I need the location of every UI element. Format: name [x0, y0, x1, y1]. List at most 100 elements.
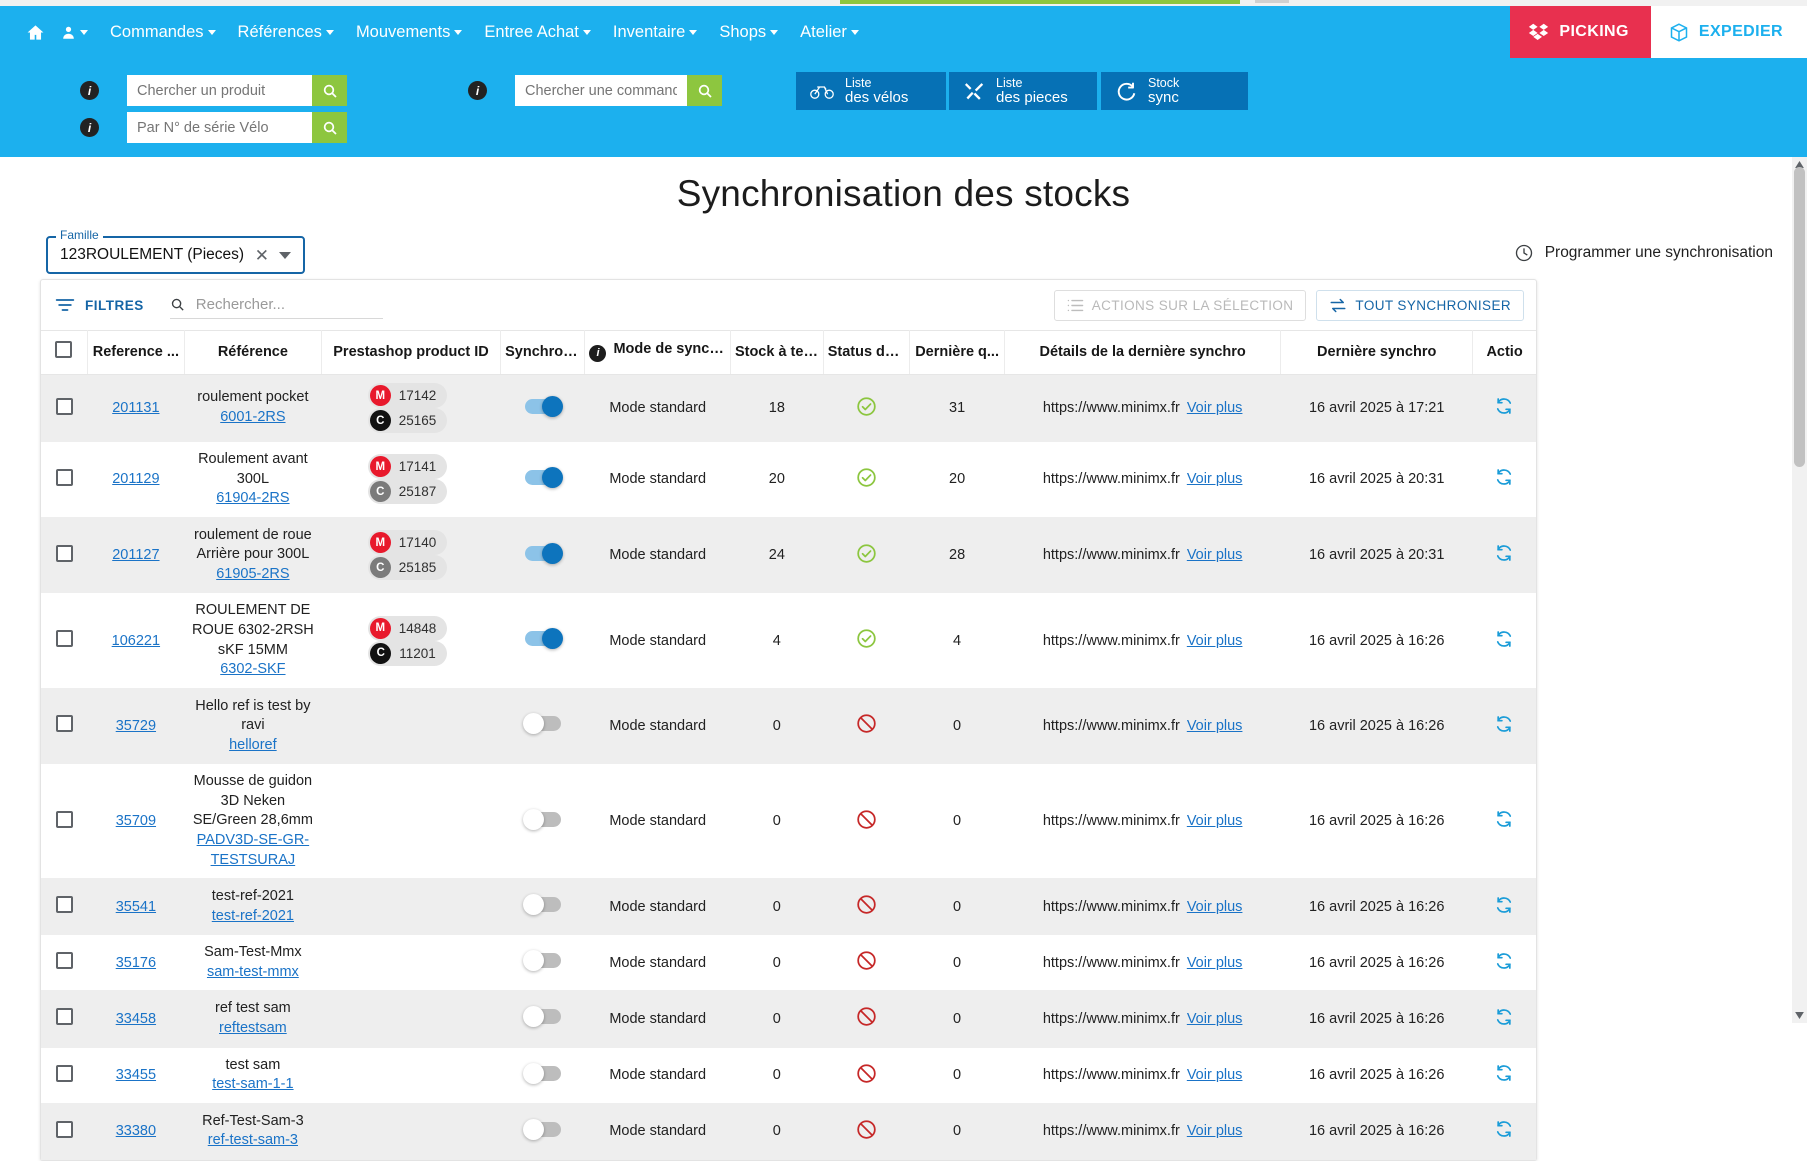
- synchro-active-toggle[interactable]: [524, 395, 563, 417]
- sync-all-button[interactable]: TOUT SYNCHRONISER: [1316, 289, 1524, 321]
- col-synchro-active[interactable]: Synchro ac...: [500, 330, 586, 375]
- table-row[interactable]: 201127 roulement de roue Arrière pour 300…: [41, 517, 1536, 594]
- voir-plus-link[interactable]: Voir plus: [1186, 954, 1243, 971]
- chip-prestashop-c[interactable]: C 25165: [367, 408, 448, 433]
- table-row[interactable]: 33458 ref test sam reftestsam Mode standard…: [41, 990, 1536, 1048]
- reference-id-link[interactable]: 33380: [115, 1123, 157, 1140]
- row-sync-button[interactable]: [1494, 545, 1514, 567]
- order-search-input[interactable]: [515, 75, 687, 106]
- picking-button[interactable]: PICKING: [1510, 6, 1651, 58]
- synchro-active-toggle[interactable]: [522, 1118, 561, 1140]
- info-icon[interactable]: i: [80, 81, 99, 100]
- table-search-input[interactable]: [193, 295, 383, 314]
- col-status[interactable]: Status de l...: [823, 330, 911, 375]
- nav-item-references[interactable]: Références: [238, 23, 334, 42]
- order-search-button[interactable]: [687, 75, 722, 106]
- row-sync-button[interactable]: [1494, 952, 1514, 975]
- scrollbar-thumb[interactable]: [1794, 167, 1805, 467]
- home-icon[interactable]: [26, 23, 45, 42]
- voir-plus-link[interactable]: Voir plus: [1186, 1123, 1243, 1140]
- col-reference[interactable]: Référence: [184, 330, 322, 375]
- synchro-active-toggle[interactable]: [522, 713, 561, 735]
- row-checkbox[interactable]: [55, 630, 73, 647]
- voir-plus-link[interactable]: Voir plus: [1186, 1010, 1243, 1027]
- table-row[interactable]: 35709 Mousse de guidon 3D Neken SE/Green …: [41, 763, 1536, 880]
- reference-id-link[interactable]: 35176: [115, 954, 157, 971]
- synchro-active-toggle[interactable]: [524, 542, 563, 564]
- info-icon[interactable]: i: [80, 118, 99, 137]
- scroll-up-arrow[interactable]: [1792, 157, 1807, 172]
- filtres-button[interactable]: FILTRES: [55, 297, 144, 313]
- schedule-sync-button[interactable]: Programmer une synchronisation: [1514, 243, 1773, 263]
- product-search-input[interactable]: [127, 75, 312, 106]
- nav-item-inventaire[interactable]: Inventaire: [613, 23, 698, 42]
- table-row[interactable]: 33455 test sam test-sam-1-1 Mode standard 0 0…: [41, 1047, 1536, 1104]
- table-row[interactable]: 35176 Sam-Test-Mmx sam-test-mmx Mode standa…: [41, 934, 1536, 992]
- col-prestashop-id[interactable]: Prestashop product ID: [321, 330, 502, 375]
- row-sync-button[interactable]: [1494, 811, 1514, 833]
- row-sync-button[interactable]: [1494, 630, 1514, 653]
- row-sync-button[interactable]: [1494, 896, 1514, 919]
- vertical-scrollbar[interactable]: [1792, 157, 1807, 1023]
- table-row[interactable]: 35729 Hello ref is test by ravi helloref Mo…: [41, 688, 1536, 765]
- famille-select-box[interactable]: 123ROULEMENT (Pieces) ✕: [46, 236, 305, 274]
- info-icon[interactable]: i: [589, 344, 607, 362]
- reference-code-link[interactable]: PADV3D-SE-GR-TESTSURAJ: [196, 832, 310, 868]
- chevron-down-icon[interactable]: [279, 251, 291, 259]
- voir-plus-link[interactable]: Voir plus: [1186, 717, 1243, 734]
- user-icon[interactable]: [61, 24, 88, 41]
- col-derniere-qte[interactable]: Dernière q...: [909, 330, 1006, 375]
- reference-id-link[interactable]: 201129: [112, 471, 160, 488]
- table-row[interactable]: 106221 ROULEMENT DE ROUE 6302-2RSH sKF 15…: [41, 592, 1536, 689]
- reference-id-link[interactable]: 201127: [112, 547, 160, 564]
- product-search-button[interactable]: [312, 75, 347, 106]
- reference-id-link[interactable]: 33455: [115, 1067, 157, 1084]
- reference-id-link[interactable]: 106221: [111, 632, 161, 649]
- row-sync-button[interactable]: [1494, 1121, 1514, 1143]
- tile-stock-sync[interactable]: Stock sync: [1101, 72, 1248, 110]
- reference-id-link[interactable]: 35709: [115, 813, 157, 830]
- serial-search-input[interactable]: [127, 112, 312, 143]
- chip-prestashop-c[interactable]: C 25185: [367, 555, 448, 581]
- voir-plus-link[interactable]: Voir plus: [1186, 898, 1243, 915]
- row-checkbox[interactable]: [55, 810, 73, 828]
- reference-code-link[interactable]: 6001-2RS: [220, 409, 286, 425]
- table-row[interactable]: 201131 roulement pocket 6001-2RS M 17142 C 251…: [41, 374, 1536, 442]
- tile-liste-des-pieces[interactable]: Liste des pieces: [949, 72, 1097, 110]
- voir-plus-link[interactable]: Voir plus: [1186, 547, 1243, 564]
- reference-code-link[interactable]: test-sam-1-1: [212, 1076, 294, 1093]
- reference-code-link[interactable]: reftestsam: [219, 1019, 287, 1036]
- nav-item-commandes[interactable]: Commandes: [110, 23, 216, 42]
- reference-id-link[interactable]: 35729: [115, 717, 157, 734]
- reference-code-link[interactable]: 6302-SKF: [220, 661, 286, 678]
- chip-prestashop-m[interactable]: M 17140: [367, 530, 448, 556]
- info-icon[interactable]: i: [468, 81, 487, 100]
- row-sync-button[interactable]: [1494, 398, 1514, 420]
- col-details-synchro[interactable]: Détails de la dernière synchro: [1004, 330, 1282, 375]
- row-sync-button[interactable]: [1494, 1065, 1514, 1087]
- col-stock[interactable]: Stock à ter...: [730, 330, 824, 375]
- nav-item-shops[interactable]: Shops: [719, 23, 779, 42]
- row-checkbox[interactable]: [55, 468, 73, 486]
- table-row[interactable]: 33380 Ref-Test-Sam-3 ref-test-sam-3 Mode st…: [41, 1103, 1536, 1160]
- nav-item-entree-achat[interactable]: Entree Achat: [484, 23, 591, 42]
- nav-item-mouvements[interactable]: Mouvements: [356, 23, 463, 42]
- table-row[interactable]: 35541 test-ref-2021 test-ref-2021 Mode stan…: [41, 878, 1536, 936]
- expedier-button[interactable]: EXPEDIER: [1650, 6, 1807, 58]
- chip-prestashop-m[interactable]: M 14848: [367, 615, 448, 641]
- row-sync-button[interactable]: [1494, 716, 1514, 738]
- synchro-active-toggle[interactable]: [522, 1006, 561, 1028]
- voir-plus-link[interactable]: Voir plus: [1186, 1067, 1243, 1084]
- chip-prestashop-m[interactable]: M 17141: [367, 454, 448, 480]
- row-checkbox[interactable]: [55, 397, 73, 415]
- reference-code-link[interactable]: 61904-2RS: [216, 490, 290, 507]
- row-sync-button[interactable]: [1494, 469, 1514, 491]
- col-mode-synchro[interactable]: i Mode de synchro: [584, 330, 731, 375]
- row-checkbox[interactable]: [55, 952, 73, 970]
- synchro-active-toggle[interactable]: [522, 808, 561, 830]
- reference-code-link[interactable]: ref-test-sam-3: [207, 1132, 298, 1149]
- chip-prestashop-c[interactable]: C 25187: [367, 479, 448, 505]
- scroll-down-arrow[interactable]: [1792, 1008, 1807, 1023]
- row-checkbox[interactable]: [55, 1120, 73, 1138]
- row-checkbox[interactable]: [55, 715, 73, 733]
